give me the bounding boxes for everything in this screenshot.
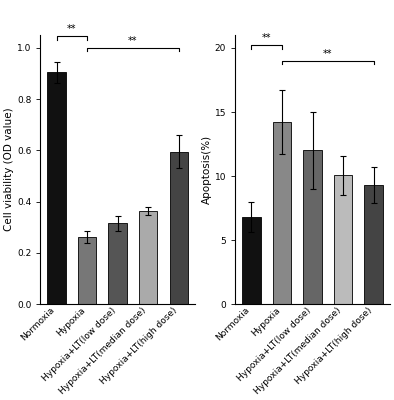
Text: **: ** [323, 49, 333, 59]
Bar [169, 152, 188, 304]
Bar [47, 72, 66, 304]
Y-axis label: Cell viability (OD value): Cell viability (OD value) [4, 108, 14, 232]
Bar [303, 150, 322, 304]
Y-axis label: Apoptosis(%): Apoptosis(%) [202, 135, 212, 204]
Bar [108, 224, 127, 304]
Bar [78, 237, 96, 304]
Text: **: ** [128, 36, 138, 46]
Text: **: ** [262, 33, 271, 43]
Bar [273, 122, 291, 304]
Bar [364, 185, 383, 304]
Bar [334, 176, 352, 304]
Text: **: ** [67, 24, 76, 34]
Bar [242, 217, 260, 304]
Bar [139, 211, 157, 304]
